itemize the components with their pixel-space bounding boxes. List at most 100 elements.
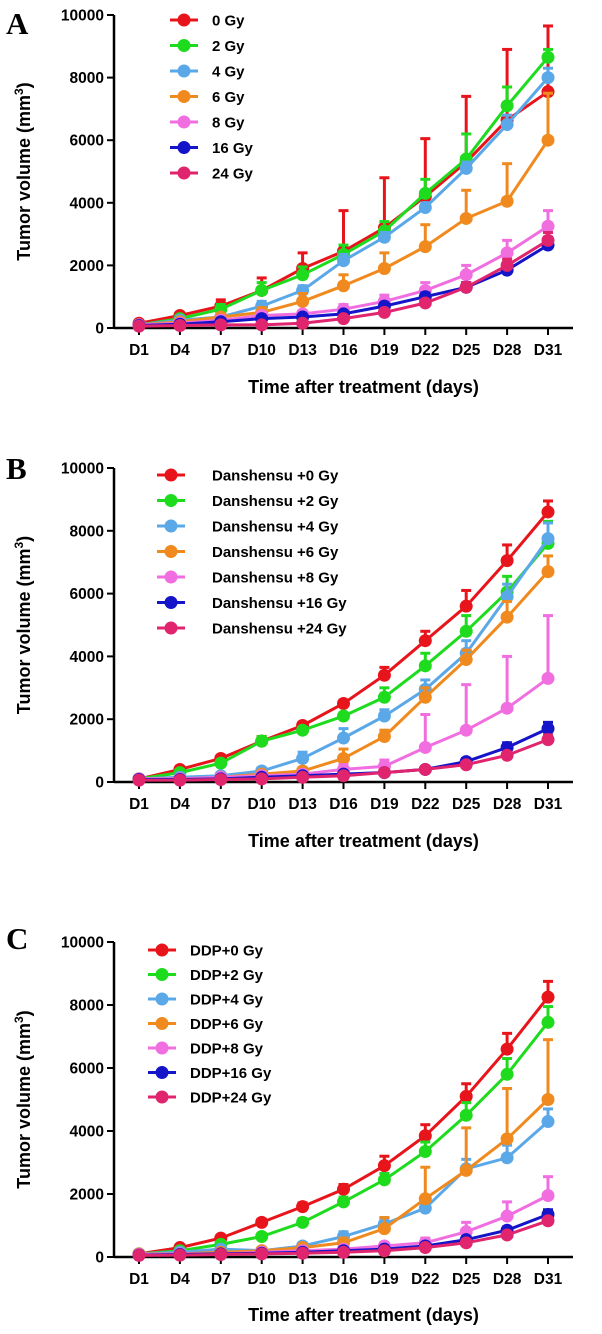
data-point	[377, 766, 391, 780]
legend-marker	[177, 39, 191, 52]
legend-marker	[155, 992, 169, 1006]
legend-item: DDP+6 Gy	[148, 1016, 264, 1033]
legend-item: DDP+24 Gy	[148, 1090, 272, 1107]
x-axis-title: Time after treatment (days)	[248, 831, 479, 851]
data-point	[214, 772, 228, 786]
legend-label: DDP+24 Gy	[190, 1090, 272, 1107]
x-axis-title: Time after treatment (days)	[248, 377, 479, 397]
legend-label: DDP+6 Gy	[190, 1016, 264, 1033]
data-point	[500, 1132, 514, 1146]
data-point	[296, 1215, 310, 1229]
chart-panel-c: C 0 2000 4000 6000 8000 10000 D1 D4 D7 D10 D13 D16 D…	[0, 915, 602, 1334]
legend-item: Danshensu +16 Gy	[157, 595, 347, 612]
data-point	[377, 1244, 391, 1258]
legend-label: Danshensu +4 Gy	[212, 519, 339, 536]
x-tick-label: D16	[329, 796, 358, 813]
y-tick-label: 10000	[61, 461, 104, 478]
legend-label: 0 Gy	[212, 13, 245, 30]
data-point	[418, 200, 432, 214]
data-point	[500, 554, 514, 568]
legend-label: Danshensu +6 Gy	[212, 544, 339, 561]
data-point	[418, 740, 432, 754]
legend-item: 6 Gy	[170, 89, 245, 106]
legend-marker	[155, 1090, 169, 1104]
data-point	[541, 733, 555, 747]
data-point	[541, 990, 555, 1004]
data-point	[337, 279, 350, 293]
legend-label: DDP+2 Gy	[190, 967, 264, 984]
x-tick-label: D4	[170, 342, 190, 359]
data-point	[337, 312, 350, 326]
series-4	[132, 554, 555, 786]
data-point	[500, 1067, 514, 1081]
legend-label: 24 Gy	[212, 166, 254, 183]
data-point	[541, 219, 555, 233]
panel-letter: B	[6, 451, 27, 486]
legend-item: 16 Gy	[170, 140, 254, 157]
data-point	[459, 1236, 473, 1250]
data-point	[214, 1247, 228, 1261]
data-point	[541, 1015, 555, 1029]
y-tick-label: 8000	[70, 523, 104, 540]
legend-marker	[177, 141, 191, 154]
legend-marker	[155, 1017, 169, 1030]
x-tick-label: D31	[534, 342, 563, 359]
x-tick-label: D4	[170, 796, 190, 813]
data-point	[255, 1247, 269, 1261]
data-point	[459, 624, 473, 638]
legend-marker	[164, 596, 178, 609]
y-tick-label: 0	[95, 1250, 104, 1267]
y-tick-label: 2000	[70, 712, 104, 729]
data-point	[418, 634, 432, 648]
data-point	[377, 1173, 391, 1187]
data-point	[296, 751, 310, 765]
data-point	[255, 1215, 269, 1229]
data-point	[296, 268, 310, 282]
data-point	[459, 1163, 473, 1177]
y-tick-label: 8000	[70, 70, 104, 87]
y-tick-label: 0	[95, 321, 104, 338]
data-point	[337, 1245, 350, 1259]
y-tick-label: 10000	[61, 8, 104, 25]
x-tick-label: D28	[493, 342, 522, 359]
x-tick-label: D4	[170, 1271, 190, 1288]
data-point	[500, 1209, 514, 1223]
data-point	[418, 1144, 432, 1158]
legend-marker	[177, 64, 191, 78]
data-point	[500, 610, 514, 624]
data-point	[377, 729, 391, 743]
data-point	[418, 1201, 432, 1215]
series-7	[132, 733, 555, 787]
legend-marker	[177, 166, 191, 180]
data-point	[337, 731, 350, 745]
legend-label: Danshensu +8 Gy	[212, 570, 339, 587]
data-point	[418, 240, 432, 254]
x-tick-label: D10	[247, 342, 275, 359]
data-point	[337, 751, 350, 765]
y-tick-label: 4000	[70, 195, 104, 212]
x-axis-title: Time after treatment (days)	[248, 1305, 479, 1325]
data-point	[541, 565, 555, 579]
data-point	[377, 1159, 391, 1173]
x-tick-label: D22	[411, 1271, 439, 1288]
series-line	[138, 996, 550, 1256]
legend-item: Danshensu +24 Gy	[157, 621, 347, 638]
legend-marker	[164, 545, 178, 558]
data-point	[255, 734, 269, 748]
y-axis-title: Tumor volume (mm3)	[12, 82, 34, 260]
legend-label: DDP+4 Gy	[190, 992, 264, 1009]
data-point	[541, 722, 555, 736]
data-point	[377, 709, 391, 723]
y-tick-label: 2000	[70, 1187, 104, 1204]
data-point	[500, 246, 514, 260]
tumor-volume-chart-b: 0 2000 4000 6000 8000 10000 D1 D4 D7 D10 D13 D16 D19…	[12, 461, 573, 851]
data-point	[541, 1115, 555, 1129]
y-tick-label: 6000	[70, 586, 104, 603]
legend-item: 4 Gy	[170, 64, 245, 81]
data-point	[459, 280, 473, 294]
data-point	[377, 668, 391, 682]
data-point	[500, 194, 514, 208]
chart-panel-a: A 0 2000 4000 6000 8000 10000 D1 D4 D7 D10 D13 D16 D…	[0, 0, 602, 440]
x-tick-label: D25	[452, 342, 481, 359]
x-tick-label: D7	[211, 796, 231, 813]
